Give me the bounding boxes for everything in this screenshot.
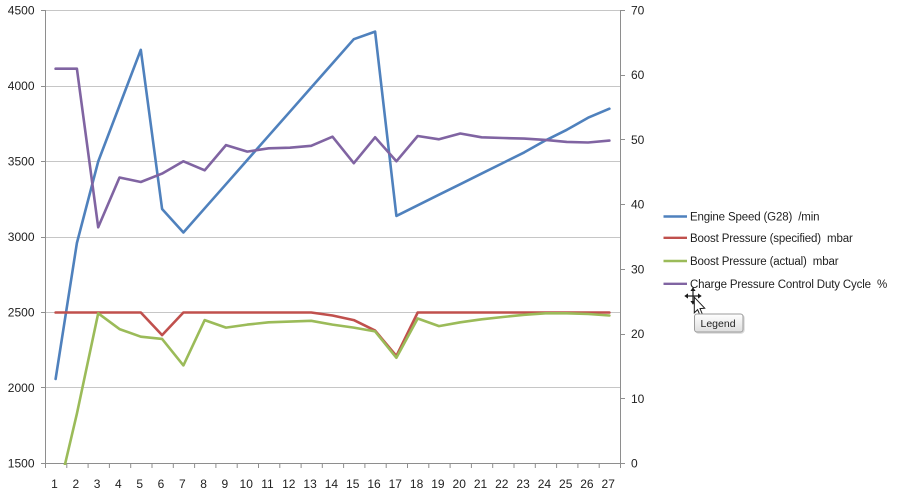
svg-text:5: 5 <box>136 477 143 491</box>
svg-text:25: 25 <box>559 477 573 491</box>
svg-text:26: 26 <box>580 477 594 491</box>
svg-text:15: 15 <box>346 477 360 491</box>
svg-text:4: 4 <box>115 477 122 491</box>
svg-text:6: 6 <box>158 477 165 491</box>
svg-text:22: 22 <box>495 477 509 491</box>
svg-text:Boost Pressure (actual) mbar: Boost Pressure (actual) mbar <box>690 256 839 268</box>
svg-text:24: 24 <box>538 477 552 491</box>
svg-text:Legend: Legend <box>701 318 736 330</box>
svg-text:8: 8 <box>200 477 207 491</box>
svg-text:11: 11 <box>261 477 274 491</box>
svg-text:Boost Pressure (specified) mb: Boost Pressure (specified) mbar <box>690 233 853 245</box>
svg-text:3000: 3000 <box>8 230 35 244</box>
svg-text:2: 2 <box>72 477 79 491</box>
svg-text:14: 14 <box>325 477 339 491</box>
svg-text:50: 50 <box>631 133 645 147</box>
svg-text:70: 70 <box>631 4 645 18</box>
svg-text:0: 0 <box>631 457 638 471</box>
svg-text:21: 21 <box>474 477 488 491</box>
svg-text:9: 9 <box>222 477 229 491</box>
svg-text:2000: 2000 <box>8 381 35 395</box>
svg-text:13: 13 <box>303 477 317 491</box>
svg-text:12: 12 <box>282 477 296 491</box>
svg-text:18: 18 <box>410 477 424 491</box>
svg-text:30: 30 <box>631 262 645 276</box>
svg-text:19: 19 <box>431 477 445 491</box>
svg-text:20: 20 <box>453 477 467 491</box>
svg-text:3: 3 <box>94 477 101 491</box>
svg-text:4500: 4500 <box>8 4 35 18</box>
svg-text:27: 27 <box>602 477 616 491</box>
svg-text:1500: 1500 <box>8 457 35 471</box>
svg-text:20: 20 <box>631 327 645 341</box>
svg-text:10: 10 <box>240 477 254 491</box>
svg-text:7: 7 <box>179 477 186 491</box>
svg-text:Engine Speed (G28) /min: Engine Speed (G28) /min <box>690 212 819 224</box>
svg-text:3500: 3500 <box>8 155 35 169</box>
svg-text:1: 1 <box>51 477 58 491</box>
svg-text:Charge Pressure Control Duty C: Charge Pressure Control Duty Cycle % <box>690 279 887 291</box>
svg-text:2500: 2500 <box>8 306 35 320</box>
svg-text:4000: 4000 <box>8 79 35 93</box>
svg-text:17: 17 <box>389 477 403 491</box>
svg-text:60: 60 <box>631 68 645 82</box>
svg-text:10: 10 <box>631 392 645 406</box>
svg-text:40: 40 <box>631 198 645 212</box>
svg-text:23: 23 <box>516 477 530 491</box>
svg-text:16: 16 <box>367 477 381 491</box>
